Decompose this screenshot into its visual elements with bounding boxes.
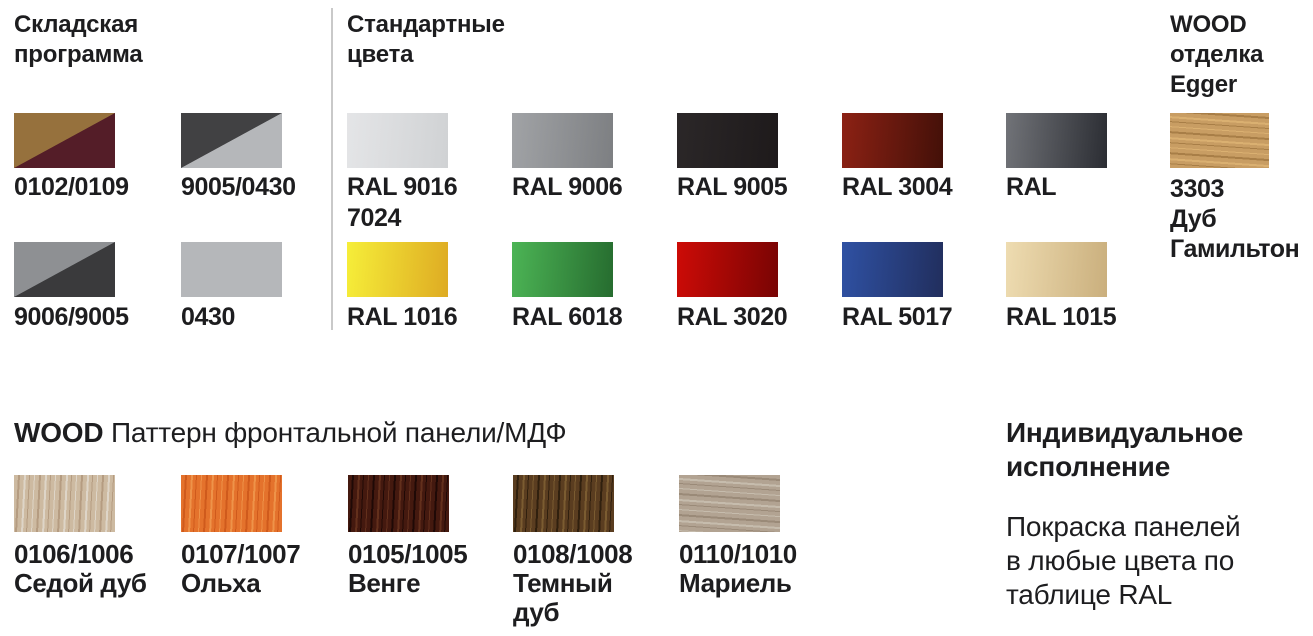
wood-mdf-title: WOOD Паттерн фронтальной панели/МДФ	[14, 416, 567, 450]
wood-name: Венге	[348, 568, 421, 598]
wood-name: Мариель	[679, 568, 792, 598]
label-0108-1008: 0108/1008 Темный дуб	[513, 539, 633, 627]
label-ral-5017: RAL 5017	[842, 303, 953, 331]
label-egger-3303: 3303 Дуб Гамильтон	[1170, 174, 1300, 264]
swatch-ral-9006	[512, 113, 613, 168]
swatch-ral	[1006, 113, 1107, 168]
swatch-9006-9005	[14, 242, 115, 297]
label-ral-9006: RAL 9006	[512, 173, 623, 201]
label-0106-1006: 0106/1006 Седой дуб	[14, 540, 147, 598]
swatch-egger-3303	[1170, 113, 1269, 168]
wood-name: Седой дуб	[14, 568, 147, 598]
swatch-0106-1006	[14, 475, 115, 532]
label-0430: 0430	[181, 303, 236, 331]
section-divider	[331, 8, 333, 330]
label-ral: RAL	[1006, 173, 1057, 201]
swatch-0430	[181, 242, 282, 297]
label-ral-3020: RAL 3020	[677, 303, 788, 331]
label-0105-1005: 0105/1005 Венге	[348, 539, 468, 598]
swatch-0107-1007	[181, 475, 282, 532]
wood-code: 0106/1006	[14, 539, 134, 569]
wood-name: Ольха	[181, 568, 261, 598]
label-9005-0430: 9005/0430	[181, 173, 296, 201]
label-0102-0109: 0102/0109	[14, 173, 129, 201]
swatch-9005-0430	[181, 113, 282, 168]
custom-finish-text: Покраска панелей в любые цвета по таблиц…	[1006, 511, 1241, 610]
custom-finish-title: Индивидуальное исполнение	[1006, 417, 1244, 482]
swatch-ral-9005	[677, 113, 778, 168]
swatch-ral-3020	[677, 242, 778, 297]
label-0107-1007: 0107/1007 Ольха	[181, 539, 301, 598]
wood-name: Темный дуб	[513, 568, 613, 627]
label-ral-1015: RAL 1015	[1006, 303, 1117, 331]
wood-code: 0105/1005	[348, 539, 468, 569]
swatch-ral-1016	[347, 242, 448, 297]
wood-mdf-title-bold: WOOD	[14, 417, 104, 448]
label-0110-1010: 0110/1010 Мариель	[679, 540, 797, 598]
wood-egger-title: WOOD отделка Egger	[1170, 11, 1264, 98]
swatch-ral-1015	[1006, 242, 1107, 297]
swatch-ral-3004	[842, 113, 943, 168]
label-ral-3004: RAL 3004	[842, 173, 953, 201]
wood-code: 0108/1008	[513, 539, 633, 569]
label-ral-9016: RAL 9016 7024	[347, 173, 458, 232]
swatch-ral-6018	[512, 242, 613, 297]
swatch-0110-1010	[679, 475, 780, 532]
wood-code: 0107/1007	[181, 539, 301, 569]
egger-code: 3303	[1170, 175, 1225, 203]
stock-program-title: Складская программа	[14, 11, 143, 68]
label-ral-6018: RAL 6018	[512, 303, 623, 331]
label-ral-1016: RAL 1016	[347, 303, 458, 331]
swatch-ral-5017	[842, 242, 943, 297]
standard-colors-title: Стандартные цвета	[347, 11, 505, 68]
wood-code: 0110/1010	[679, 539, 797, 569]
wood-mdf-title-rest: Паттерн фронтальной панели/МДФ	[103, 417, 567, 448]
egger-name: Дуб Гамильтон	[1170, 205, 1300, 263]
swatch-0105-1005	[348, 475, 449, 532]
swatch-0102-0109	[14, 113, 115, 168]
swatch-0108-1008	[513, 475, 614, 532]
label-9006-9005: 9006/9005	[14, 303, 129, 331]
swatch-ral-9016	[347, 113, 448, 168]
label-ral-9005: RAL 9005	[677, 173, 788, 201]
